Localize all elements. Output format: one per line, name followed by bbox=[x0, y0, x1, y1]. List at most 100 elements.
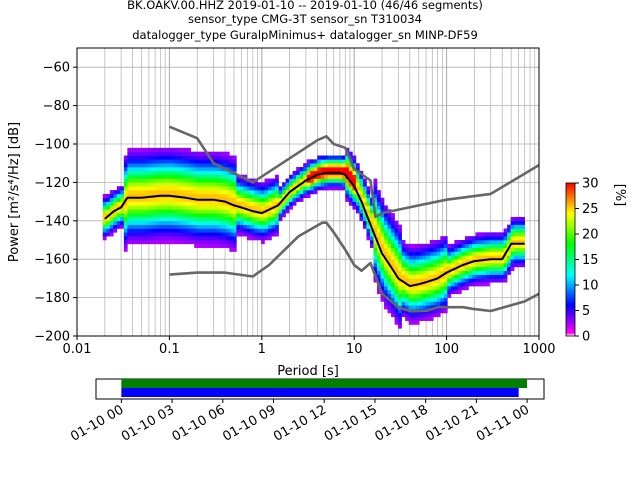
heatmap-cell bbox=[464, 247, 469, 252]
heatmap-cell bbox=[457, 286, 462, 291]
heatmap-cell bbox=[222, 178, 227, 183]
heatmap-cell bbox=[415, 270, 420, 275]
heatmap-cell bbox=[204, 159, 209, 164]
heatmap-cell bbox=[190, 182, 195, 187]
heatmap-cell bbox=[169, 186, 174, 191]
heatmap-cell bbox=[334, 155, 339, 160]
heatmap-cell bbox=[264, 178, 269, 183]
heatmap-cell bbox=[275, 213, 279, 218]
heatmap-cell bbox=[222, 201, 227, 206]
heatmap-cell bbox=[493, 278, 497, 283]
heatmap-cell bbox=[144, 205, 149, 210]
heatmap-cell bbox=[239, 228, 244, 233]
heatmap-cell bbox=[176, 159, 181, 164]
heatmap-cell bbox=[426, 278, 431, 283]
heatmap-cell bbox=[204, 220, 209, 225]
heatmap-cell bbox=[232, 216, 237, 222]
heatmap-cell bbox=[137, 159, 142, 164]
heatmap-cell bbox=[362, 224, 367, 229]
heatmap-cell bbox=[422, 293, 427, 298]
heatmap-cell bbox=[162, 228, 167, 233]
heatmap-cell bbox=[377, 263, 381, 268]
heatmap-cell bbox=[401, 309, 406, 314]
heatmap-cell bbox=[229, 190, 234, 195]
heatmap-cell bbox=[155, 167, 160, 172]
heatmap-cell bbox=[433, 255, 438, 260]
heatmap-cell bbox=[190, 224, 195, 229]
heatmap-cell bbox=[450, 247, 455, 252]
heatmap-cell bbox=[229, 213, 234, 218]
heatmap-cell bbox=[268, 216, 272, 222]
heatmap-cell bbox=[180, 182, 184, 187]
heatmap-cell bbox=[468, 243, 473, 248]
heatmap-cell bbox=[127, 182, 132, 187]
heatmap-cell bbox=[208, 209, 213, 214]
heatmap-cell bbox=[218, 167, 223, 172]
heatmap-cell bbox=[246, 224, 251, 229]
heatmap-cell bbox=[232, 209, 237, 214]
heatmap-cell bbox=[496, 274, 501, 279]
heatmap-cell bbox=[232, 236, 237, 241]
heatmap-cell bbox=[144, 236, 149, 241]
heatmap-cell bbox=[510, 263, 515, 268]
heatmap-cell bbox=[243, 193, 248, 199]
heatmap-cell bbox=[137, 201, 142, 206]
heatmap-cell bbox=[260, 186, 265, 191]
heatmap-cell bbox=[190, 190, 195, 195]
heatmap-cell bbox=[246, 232, 251, 237]
heatmap-cell bbox=[320, 159, 325, 164]
coverage-tick-label: 01-11 00 bbox=[474, 402, 532, 444]
heatmap-cell bbox=[187, 190, 191, 195]
heatmap-cell bbox=[264, 190, 269, 195]
heatmap-cell bbox=[127, 159, 132, 164]
heatmap-cell bbox=[377, 220, 381, 225]
heatmap-cell bbox=[486, 266, 490, 272]
heatmap-cell bbox=[380, 274, 385, 279]
heatmap-cell bbox=[190, 220, 195, 225]
heatmap-cell bbox=[514, 240, 518, 245]
heatmap-cell bbox=[222, 163, 227, 168]
heatmap-cell bbox=[408, 266, 413, 272]
heatmap-cell bbox=[503, 278, 508, 283]
heatmap-cell bbox=[384, 266, 388, 272]
heatmap-cell bbox=[377, 255, 381, 260]
heatmap-cell bbox=[173, 228, 177, 233]
heatmap-cell bbox=[306, 182, 311, 187]
heatmap-cell bbox=[440, 289, 445, 295]
heatmap-cell bbox=[218, 213, 223, 218]
heatmap-cell bbox=[366, 193, 371, 199]
heatmap-cell bbox=[464, 282, 469, 287]
heatmap-cell bbox=[106, 228, 111, 233]
heatmap-cell bbox=[194, 155, 198, 160]
heatmap-cell bbox=[229, 186, 234, 191]
heatmap-cell bbox=[468, 240, 473, 245]
heatmap-cell bbox=[166, 151, 170, 156]
heatmap-cell bbox=[215, 151, 220, 156]
heatmap-cell bbox=[510, 220, 515, 225]
heatmap-cell bbox=[521, 247, 525, 252]
heatmap-cell bbox=[197, 216, 202, 222]
heatmap-cell bbox=[222, 224, 227, 229]
heatmap-cell bbox=[232, 159, 237, 164]
heatmap-cell bbox=[169, 147, 174, 152]
heatmap-cell bbox=[412, 270, 416, 275]
heatmap-cell bbox=[468, 270, 473, 275]
heatmap-cell bbox=[211, 201, 216, 206]
heatmap-cell bbox=[359, 178, 364, 183]
heatmap-cell bbox=[310, 170, 315, 176]
heatmap-cell bbox=[180, 201, 184, 206]
heatmap-cell bbox=[218, 220, 223, 225]
heatmap-cell bbox=[113, 201, 118, 206]
heatmap-cell bbox=[387, 278, 392, 283]
heatmap-cell bbox=[130, 147, 135, 152]
heatmap-cell bbox=[429, 255, 434, 260]
heatmap-cell bbox=[384, 289, 388, 295]
heatmap-cell bbox=[412, 286, 416, 291]
heatmap-cell bbox=[176, 174, 181, 179]
heatmap-cell bbox=[521, 220, 525, 225]
heatmap-cell bbox=[475, 278, 480, 283]
heatmap-cell bbox=[176, 209, 181, 214]
heatmap-cell bbox=[134, 201, 139, 206]
heatmap-cell bbox=[127, 186, 132, 191]
